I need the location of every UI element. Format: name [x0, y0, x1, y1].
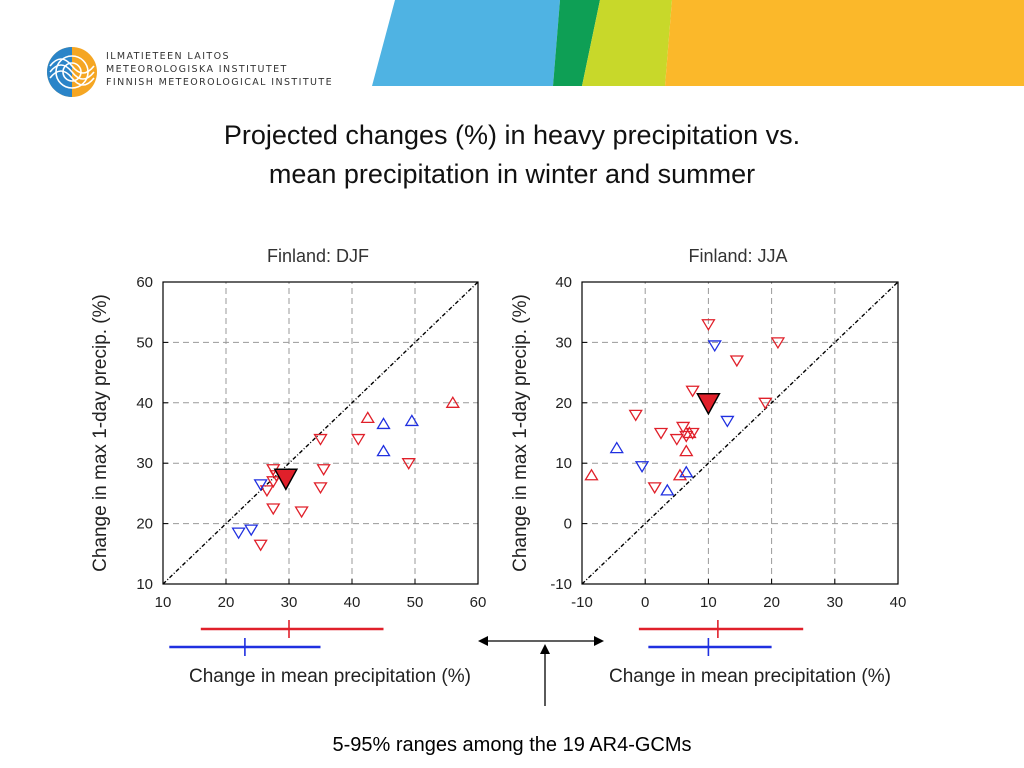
- y-tick-label: 50: [136, 334, 153, 351]
- banner-blue-band: [372, 0, 560, 86]
- y-tick-label: 40: [136, 395, 153, 412]
- data-point-triangle-up: [584, 468, 599, 481]
- arrow-up-icon: [540, 644, 550, 654]
- data-point-triangle-down: [231, 527, 246, 540]
- x-tick-label: 10: [155, 594, 172, 611]
- data-point-triangle-down-large: [273, 468, 299, 491]
- data-point-triangle-up: [672, 468, 688, 481]
- data-point-triangle-down: [351, 433, 366, 446]
- y-axis-label: Change in max 1-day precip. (%): [510, 294, 531, 572]
- data-point-triangle-down: [294, 506, 309, 519]
- fmi-logo-icon: [47, 47, 97, 97]
- org-name-swedish: METEOROLOGISKA INSTITUTET: [106, 64, 288, 75]
- x-tick-label: -10: [571, 594, 593, 611]
- y-tick-label: 30: [555, 334, 572, 351]
- arrow-right-icon: [594, 636, 604, 646]
- ranges-connector: [478, 636, 604, 706]
- x-tick-label: 40: [890, 594, 907, 611]
- data-point-triangle-up: [679, 465, 694, 478]
- slide-title-line-2: mean precipitation in winter and summer: [268, 159, 756, 189]
- x-tick-label: 0: [641, 594, 649, 611]
- slide-title: Projected changes (%) in heavy precipita…: [0, 116, 1024, 194]
- org-name-english: FINNISH METEOROLOGICAL INSTITUTE: [106, 77, 333, 88]
- data-point-triangle-down: [266, 503, 281, 516]
- chart-1: 10 20 30 40 50 60 10 20 30 40 50 60 Finland: DJF Chan…: [90, 246, 486, 687]
- data-point-triangle-down: [259, 485, 275, 498]
- y-tick-label: -10: [550, 576, 572, 593]
- x-axis-label: Change in mean precipitation (%): [189, 666, 471, 687]
- x-tick-label: 10: [700, 594, 717, 611]
- x-tick-label: 30: [826, 594, 843, 611]
- banner-orange-band: [665, 0, 1024, 86]
- data-point-triangle-down: [253, 539, 268, 552]
- data-point-triangle-down: [701, 319, 716, 332]
- data-point-triangle-up: [404, 414, 419, 427]
- data-point-triangle-down: [770, 337, 786, 350]
- y-tick-label: 30: [136, 455, 153, 472]
- x-tick-label: 20: [218, 594, 235, 611]
- y-tick-label: 10: [555, 455, 572, 472]
- y-tick-label: 0: [564, 516, 572, 533]
- x-tick-label: 40: [344, 594, 361, 611]
- data-point-triangle-down: [758, 397, 773, 410]
- one-to-one-line: [581, 281, 899, 585]
- data-point-triangle-down: [707, 340, 722, 353]
- x-tick-label: 50: [407, 594, 424, 611]
- y-tick-label: 60: [136, 274, 153, 291]
- y-tick-label: 10: [136, 576, 153, 593]
- data-point-triangle-down: [675, 421, 691, 434]
- data-point-triangle-down: [253, 479, 268, 492]
- data-point-triangle-up: [376, 417, 391, 430]
- data-point-triangle-down-large: [696, 393, 721, 416]
- data-point-triangle-down: [685, 385, 700, 398]
- data-point-triangle-down: [647, 482, 662, 495]
- data-point-triangle-up: [609, 441, 624, 454]
- plot-frame: [162, 281, 479, 585]
- data-point-triangle-down: [634, 461, 650, 473]
- y-tick-label: 20: [555, 395, 572, 412]
- chart-2: -10 0 10 20 30 40 -10 0 10 20 30 40 Finland: JJA Chan…: [510, 246, 906, 687]
- y-tick-label: 40: [555, 274, 572, 291]
- data-point-triangle-down: [679, 430, 694, 443]
- data-point-triangle-down: [244, 524, 259, 537]
- footnote: 5-95% ranges among the 19 AR4-GCMs: [332, 734, 692, 756]
- data-point-triangle-down: [653, 427, 669, 440]
- data-point-triangle-down: [316, 464, 331, 477]
- data-point-triangle-up: [376, 444, 391, 457]
- chart-title: Finland: DJF: [267, 246, 369, 266]
- data-point-triangle-up: [445, 396, 460, 408]
- arrow-left-icon: [478, 636, 488, 646]
- slide-title-line-1: Projected changes (%) in heavy precipita…: [223, 120, 801, 150]
- chart-title: Finland: JJA: [688, 246, 787, 266]
- header-banner: [372, 0, 1024, 86]
- x-tick-label: 20: [763, 594, 780, 611]
- data-point-triangle-down: [685, 427, 700, 440]
- x-axis-label: Change in mean precipitation (%): [609, 666, 891, 687]
- data-point-triangle-down: [720, 415, 735, 428]
- y-axis-label: Change in max 1-day precip. (%): [90, 294, 111, 572]
- data-point-triangle-down: [401, 458, 416, 470]
- banner-green-band: [553, 0, 600, 86]
- one-to-one-line: [162, 281, 479, 585]
- data-point-triangle-down: [669, 433, 684, 446]
- data-point-triangle-up: [360, 411, 375, 424]
- x-tick-label: 60: [470, 594, 487, 611]
- data-point-triangle-down: [313, 433, 328, 446]
- plot-frame: [581, 281, 899, 585]
- banner-lime-band: [582, 0, 672, 86]
- data-point-triangle-down: [729, 355, 744, 368]
- y-tick-label: 20: [136, 516, 153, 533]
- data-point-triangle-down: [313, 482, 328, 495]
- data-point-triangle-down: [266, 476, 281, 489]
- data-point-triangle-up: [660, 483, 675, 496]
- x-tick-label: 30: [281, 594, 298, 611]
- data-point-triangle-up: [679, 444, 694, 457]
- org-name-finnish: ILMATIETEEN LAITOS: [106, 51, 230, 62]
- data-point-triangle-down: [628, 409, 643, 422]
